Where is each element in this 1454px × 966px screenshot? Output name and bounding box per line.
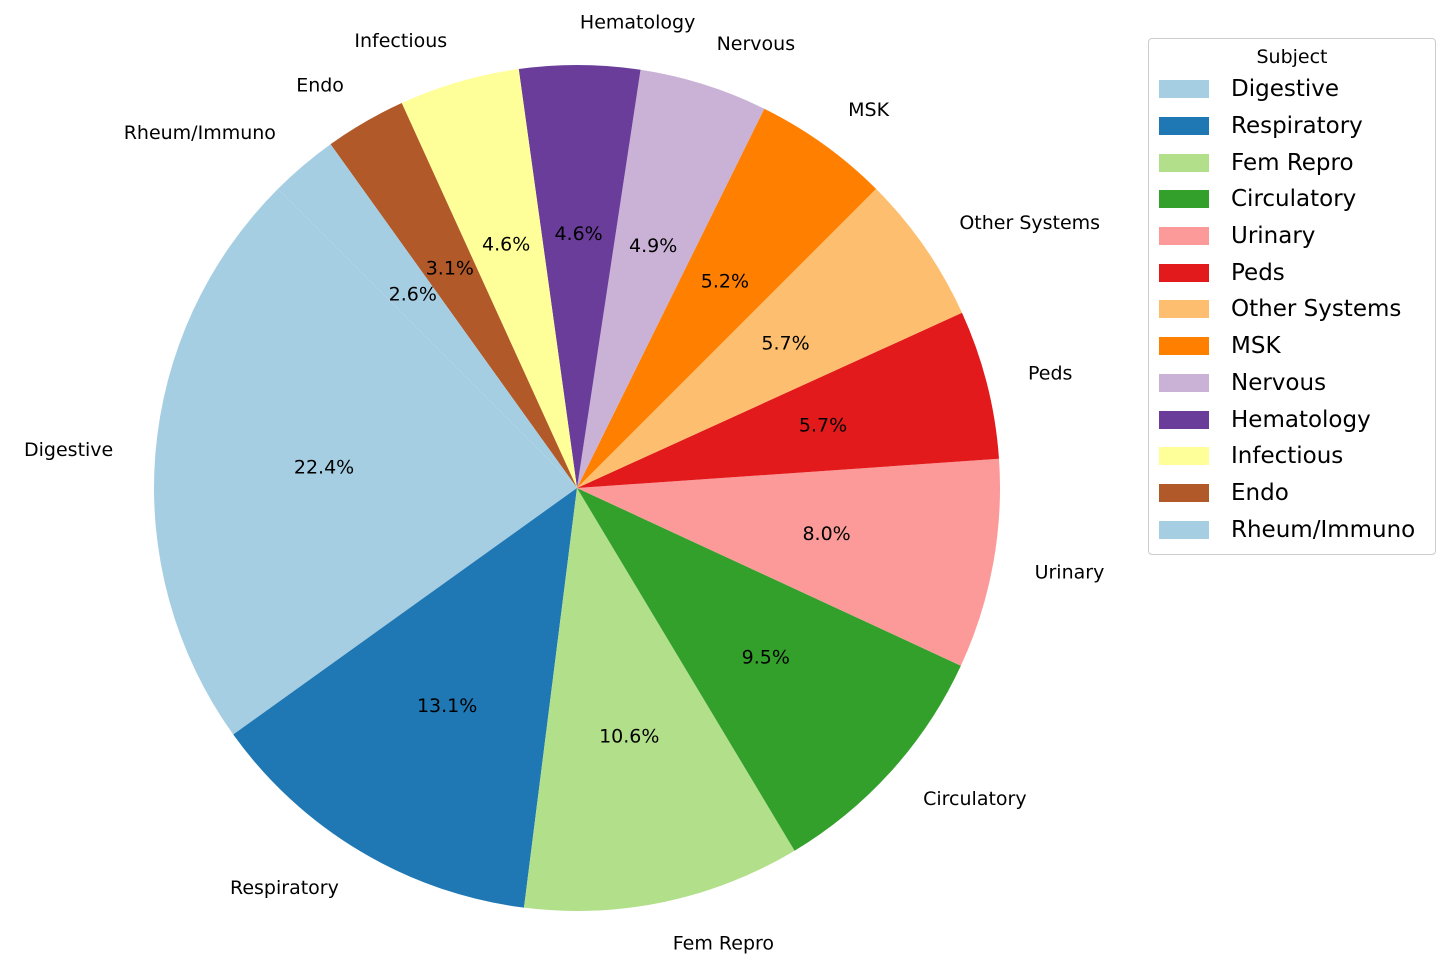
legend-label: Circulatory: [1231, 186, 1357, 213]
legend-item-other-systems: Other Systems: [1157, 291, 1427, 328]
legend-swatch: [1159, 117, 1209, 136]
legend-swatch: [1159, 483, 1209, 502]
percent-label-peds: 5.7%: [799, 415, 847, 437]
category-label-other-systems: Other Systems: [959, 212, 1100, 234]
pie-slice-fem-repro: [523, 488, 795, 911]
legend-swatch: [1159, 190, 1209, 209]
legend-label: Respiratory: [1231, 113, 1363, 140]
legend-label: Fem Repro: [1231, 149, 1354, 176]
pie-slice-rheum-immuno: [277, 144, 577, 489]
category-label-msk: MSK: [848, 99, 889, 121]
category-label-peds: Peds: [1028, 363, 1072, 385]
pie-slice-nervous: [577, 69, 765, 489]
legend-item-circulatory: Circulatory: [1157, 181, 1427, 218]
legend-title: Subject: [1256, 46, 1328, 68]
legend-label: Digestive: [1231, 76, 1340, 103]
pie-slice-digestive: [153, 188, 577, 735]
legend-item-fem-repro: Fem Repro: [1157, 144, 1427, 181]
category-label-endo: Endo: [296, 74, 344, 96]
pie-slice-hematology: [518, 64, 641, 488]
legend-label: Nervous: [1231, 369, 1327, 396]
pie-slice-other-systems: [577, 188, 962, 488]
legend-item-urinary: Urinary: [1157, 218, 1427, 255]
category-label-infectious: Infectious: [354, 30, 447, 52]
percent-label-rheum-immuno: 2.6%: [389, 283, 437, 305]
pie-slice-endo: [330, 103, 577, 488]
percent-label-other-systems: 5.7%: [761, 332, 809, 354]
category-label-rheum-immuno: Rheum/Immuno: [124, 122, 276, 144]
legend-items: Digestive Respiratory Fem Repro Circulatory…: [1157, 71, 1427, 548]
percent-label-fem-repro: 10.6%: [599, 725, 659, 747]
legend-swatch: [1159, 227, 1209, 246]
pie-slice-peds: [577, 312, 999, 488]
legend-swatch: [1159, 373, 1209, 392]
legend-label: Peds: [1231, 259, 1285, 286]
category-label-fem-repro: Fem Repro: [673, 932, 774, 954]
percent-label-digestive: 22.4%: [294, 456, 354, 478]
legend-item-rheum-immuno: Rheum/Immuno: [1157, 511, 1427, 548]
category-label-hematology: Hematology: [580, 12, 695, 34]
category-label-respiratory: Respiratory: [230, 877, 339, 899]
percent-label-endo: 3.1%: [426, 257, 474, 279]
legend-label: Hematology: [1231, 406, 1371, 433]
legend-label: Endo: [1231, 479, 1289, 506]
legend-item-peds: Peds: [1157, 254, 1427, 291]
legend-swatch: [1159, 300, 1209, 319]
legend-item-msk: MSK: [1157, 328, 1427, 365]
legend-swatch: [1159, 80, 1209, 99]
legend-swatch: [1159, 447, 1209, 466]
legend-item-hematology: Hematology: [1157, 401, 1427, 438]
legend-item-digestive: Digestive: [1157, 71, 1427, 108]
percent-labels: 22.4% 13.1% 10.6% 9.5% 8.0% 5.7% 5.7% 5.2% 4.9% 4…: [294, 223, 851, 747]
category-labels: Digestive Respiratory Fem Repro Circulatory…: [24, 12, 1104, 955]
legend-item-nervous: Nervous: [1157, 365, 1427, 402]
pie-slice-respiratory: [233, 488, 578, 908]
percent-label-hematology: 4.6%: [554, 223, 602, 245]
legend-label: Infectious: [1231, 443, 1344, 470]
pie-slice-infectious: [401, 69, 577, 488]
pie-slice-circulatory: [577, 488, 961, 851]
legend-item-infectious: Infectious: [1157, 438, 1427, 475]
legend-label: Rheum/Immuno: [1231, 516, 1416, 543]
legend: Subject Digestive Respiratory Fem Repro Cir…: [1148, 38, 1436, 555]
legend-label: Other Systems: [1231, 296, 1402, 323]
category-label-nervous: Nervous: [717, 33, 796, 55]
category-label-digestive: Digestive: [24, 439, 113, 461]
legend-swatch: [1159, 337, 1209, 356]
legend-label: Urinary: [1231, 223, 1316, 250]
legend-swatch: [1159, 263, 1209, 282]
percent-label-msk: 5.2%: [701, 271, 749, 293]
percent-label-respiratory: 13.1%: [417, 695, 477, 717]
pie-slice-msk: [577, 108, 877, 489]
legend-swatch: [1159, 520, 1209, 539]
percent-label-infectious: 4.6%: [482, 233, 530, 255]
percent-label-nervous: 4.9%: [629, 235, 677, 257]
legend-item-endo: Endo: [1157, 475, 1427, 512]
legend-item-respiratory: Respiratory: [1157, 108, 1427, 145]
category-label-urinary: Urinary: [1035, 561, 1105, 583]
percent-label-circulatory: 9.5%: [742, 647, 790, 669]
category-label-circulatory: Circulatory: [923, 788, 1026, 810]
legend-swatch: [1159, 153, 1209, 172]
pie-slices: [153, 64, 1001, 911]
pie-slice-urinary: [577, 458, 1001, 666]
percent-label-urinary: 8.0%: [802, 523, 850, 545]
legend-swatch: [1159, 410, 1209, 429]
legend-label: MSK: [1231, 333, 1281, 360]
